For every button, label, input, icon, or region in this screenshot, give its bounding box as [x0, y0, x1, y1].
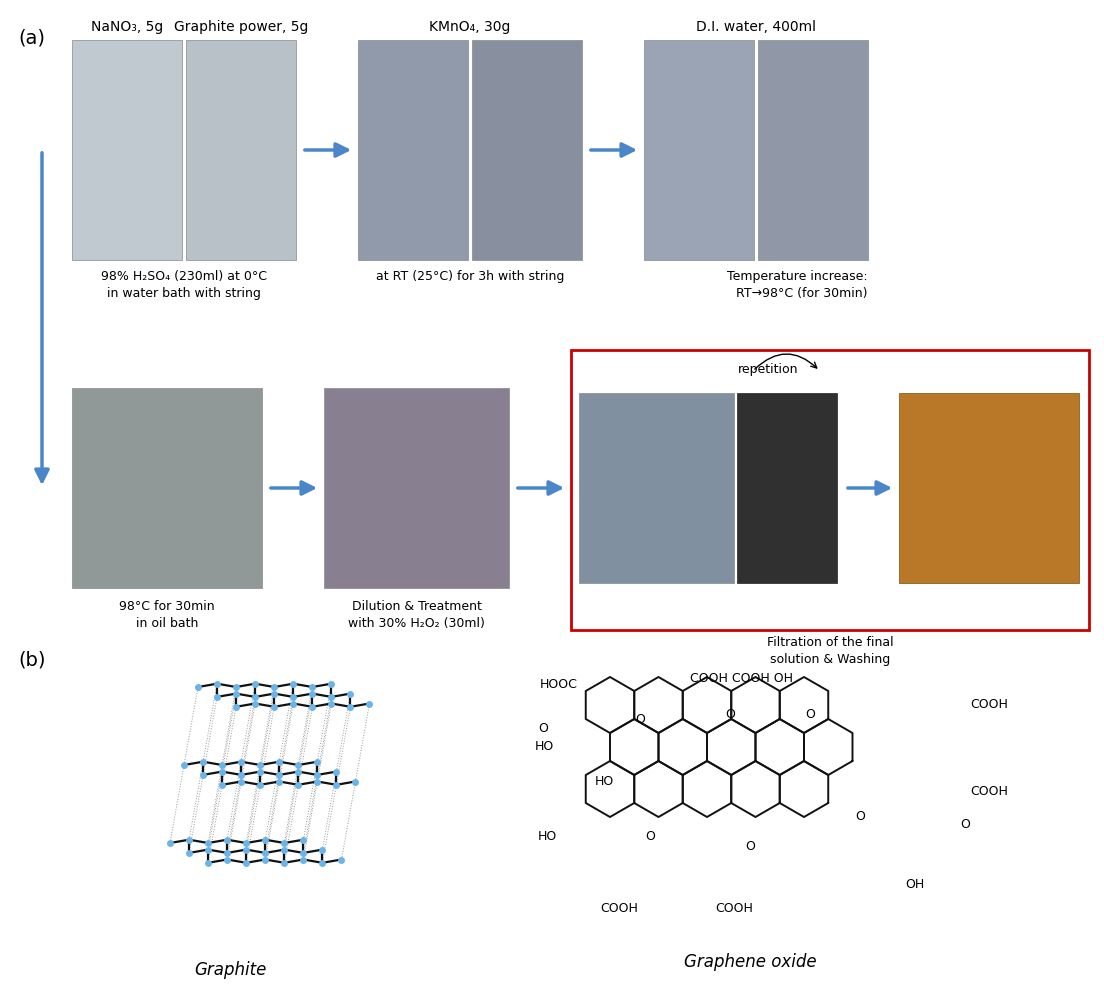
Text: OH: OH	[905, 878, 924, 891]
Bar	[72, 388, 262, 588]
Bar	[899, 393, 1079, 583]
Text: O: O	[745, 840, 755, 853]
Bar	[737, 393, 837, 583]
Text: Temperature increase:
RT→98°C (for 30min): Temperature increase: RT→98°C (for 30min…	[728, 270, 868, 300]
Text: KMnO₄, 30g: KMnO₄, 30g	[429, 20, 511, 34]
Bar	[644, 40, 754, 260]
Text: HO: HO	[535, 740, 554, 753]
Text: (b): (b)	[18, 650, 45, 669]
Text: repetition: repetition	[737, 363, 798, 376]
Text: 98°C for 30min
in oil bath: 98°C for 30min in oil bath	[119, 600, 215, 630]
Text: O: O	[538, 722, 548, 735]
Text: O: O	[645, 830, 655, 843]
Text: O: O	[805, 708, 815, 721]
Text: HO: HO	[595, 775, 614, 788]
Text: O: O	[635, 713, 645, 726]
Text: NaNO₃, 5g: NaNO₃, 5g	[91, 20, 163, 34]
Bar	[578, 393, 734, 583]
Text: Graphite: Graphite	[194, 961, 266, 979]
Text: Dilution & Treatment
with 30% H₂O₂ (30ml): Dilution & Treatment with 30% H₂O₂ (30ml…	[348, 600, 485, 630]
Text: COOH: COOH	[970, 785, 1008, 798]
Text: Filtration of the final
solution & Washing: Filtration of the final solution & Washi…	[766, 636, 893, 666]
Text: COOH COOH OH: COOH COOH OH	[690, 672, 793, 685]
Text: Graphite power, 5g: Graphite power, 5g	[173, 20, 308, 34]
Text: O: O	[854, 810, 864, 823]
Text: COOH: COOH	[599, 902, 638, 915]
Text: D.I. water, 400ml: D.I. water, 400ml	[696, 20, 816, 34]
Text: HO: HO	[538, 830, 558, 843]
Text: COOH: COOH	[970, 698, 1008, 711]
Bar	[358, 40, 468, 260]
Text: 98% H₂SO₄ (230ml) at 0°C
in water bath with string: 98% H₂SO₄ (230ml) at 0°C in water bath w…	[100, 270, 267, 300]
Text: at RT (25°C) for 3h with string: at RT (25°C) for 3h with string	[375, 270, 564, 283]
Bar	[323, 388, 509, 588]
Bar	[571, 350, 1089, 630]
Text: O: O	[725, 708, 735, 721]
Bar	[185, 40, 296, 260]
Bar	[473, 40, 582, 260]
Text: Graphene oxide: Graphene oxide	[683, 953, 816, 971]
Bar	[72, 40, 182, 260]
Text: (a): (a)	[18, 28, 45, 47]
Bar	[758, 40, 868, 260]
Text: COOH: COOH	[715, 902, 753, 915]
Text: HOOC: HOOC	[540, 678, 577, 691]
Text: O: O	[960, 818, 970, 831]
